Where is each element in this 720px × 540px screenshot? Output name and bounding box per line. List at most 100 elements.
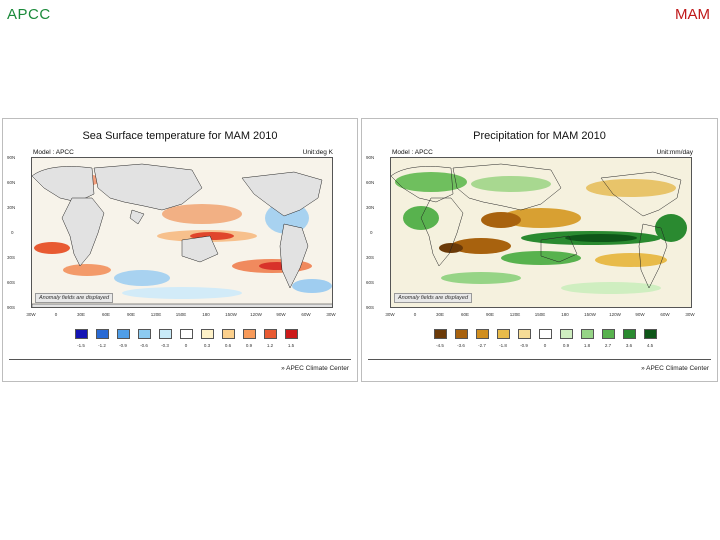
slide-right-label: MAM — [675, 6, 710, 23]
lon-label: 120W — [250, 312, 262, 317]
legend-swatch — [434, 329, 447, 339]
lon-label: 90W — [635, 312, 645, 317]
lon-label: 30E — [76, 312, 86, 317]
precip-footer: » APEC Climate Center — [641, 365, 709, 372]
precip-anomaly-map: Anomaly fields are displayed — [390, 157, 692, 308]
sst-model-label: Model : APCC — [33, 149, 74, 156]
apcc-logo-icon: » — [281, 365, 285, 372]
lon-label: 30W — [385, 312, 395, 317]
legend-tick: -1.5 — [77, 343, 85, 348]
lat-label: 30N — [7, 205, 16, 210]
lat-label: 30N — [366, 205, 375, 210]
legend-swatch — [476, 329, 489, 339]
legend-swatch — [644, 329, 657, 339]
lon-label: 150W — [584, 312, 596, 317]
legend-tick: 4.5 — [646, 343, 654, 348]
legend-tick: -3.6 — [457, 343, 465, 348]
legend-swatch — [159, 329, 172, 339]
apcc-logo-icon: » — [641, 365, 645, 372]
legend-swatch — [602, 329, 615, 339]
precip-unit-label: Unit:mm/day — [656, 149, 693, 156]
sst-footer-divider — [9, 359, 351, 360]
legend-swatch — [222, 329, 235, 339]
legend-swatch — [560, 329, 573, 339]
lon-label: 60W — [301, 312, 311, 317]
lon-label: 150E — [175, 312, 187, 317]
legend-tick: 0.3 — [203, 343, 211, 348]
precip-longitude-axis: 30W 0 30E 60E 90E 120E 150E 180 150W 120… — [384, 312, 698, 320]
legend-swatch — [75, 329, 88, 339]
legend-tick: 0.6 — [224, 343, 232, 348]
legend-tick: -0.3 — [161, 343, 169, 348]
legend-swatch — [518, 329, 531, 339]
lat-label: 60S — [7, 280, 16, 285]
precip-model-label: Model : APCC — [392, 149, 433, 156]
lat-label: 90N — [366, 155, 375, 160]
sst-anomaly-note: Anomaly fields are displayed — [35, 293, 114, 303]
precip-anomaly-note: Anomaly fields are displayed — [394, 293, 473, 303]
lon-label: 90E — [485, 312, 495, 317]
lon-label: 0 — [54, 312, 58, 317]
legend-swatch — [243, 329, 256, 339]
legend-swatch — [623, 329, 636, 339]
lat-label: 60S — [366, 280, 375, 285]
lon-label: 30W — [26, 312, 36, 317]
precip-footer-text: APEC Climate Center — [646, 365, 709, 372]
lat-label: 30S — [366, 255, 375, 260]
legend-tick: -0.9 — [119, 343, 127, 348]
sst-title: Sea Surface temperature for MAM 2010 — [82, 130, 278, 142]
precip-color-legend: -4.5 -3.6 -2.7 -1.8 -0.9 0 0.9 1.8 2.7 3… — [362, 329, 717, 353]
lon-label: 120E — [509, 312, 521, 317]
legend-swatch — [138, 329, 151, 339]
lon-label: 180 — [202, 312, 210, 317]
sst-color-legend: -1.5 -1.2 -0.9 -0.6 -0.3 0 0.3 0.6 0.9 1… — [3, 329, 357, 353]
precip-panel: Precipitation for MAM 2010 Model : APCC … — [361, 118, 718, 382]
lon-label: 120W — [609, 312, 621, 317]
lon-label: 60E — [460, 312, 470, 317]
lon-label: 60E — [101, 312, 111, 317]
legend-tick: 1.2 — [266, 343, 274, 348]
legend-swatch — [117, 329, 130, 339]
lat-label: 90S — [7, 305, 16, 310]
sst-footer: » APEC Climate Center — [281, 365, 349, 372]
legend-swatch — [581, 329, 594, 339]
legend-swatch — [285, 329, 298, 339]
legend-tick: 3.6 — [625, 343, 633, 348]
lon-label: 90E — [126, 312, 136, 317]
sst-unit-label: Unit:deg K — [302, 149, 333, 156]
lat-label: 0 — [11, 230, 14, 235]
legend-tick: -1.8 — [499, 343, 507, 348]
legend-tick: -4.5 — [436, 343, 444, 348]
legend-tick: -1.2 — [98, 343, 106, 348]
lon-label: 30E — [435, 312, 445, 317]
lon-label: 30W — [326, 312, 336, 317]
precip-footer-divider — [368, 359, 711, 360]
lon-label: 60W — [660, 312, 670, 317]
legend-tick: 2.7 — [604, 343, 612, 348]
sst-panel: Sea Surface temperature for MAM 2010 Mod… — [2, 118, 358, 382]
legend-swatch — [96, 329, 109, 339]
lat-label: 30S — [7, 255, 16, 260]
lon-label: 90W — [276, 312, 286, 317]
legend-tick: -2.7 — [478, 343, 486, 348]
legend-tick: 0.9 — [245, 343, 253, 348]
sst-longitude-axis: 30W 0 30E 60E 90E 120E 150E 180 150W 120… — [25, 312, 339, 320]
lat-label: 90S — [366, 305, 375, 310]
legend-swatch — [180, 329, 193, 339]
precip-title: Precipitation for MAM 2010 — [473, 130, 606, 142]
legend-swatch — [264, 329, 277, 339]
lat-label: 60N — [366, 180, 375, 185]
lon-label: 120E — [150, 312, 162, 317]
lon-label: 0 — [413, 312, 417, 317]
lat-label: 60N — [7, 180, 16, 185]
legend-swatch — [201, 329, 214, 339]
legend-tick: 1.5 — [287, 343, 295, 348]
legend-swatch — [455, 329, 468, 339]
sst-footer-text: APEC Climate Center — [286, 365, 349, 372]
sst-anomaly-map: Anomaly fields are displayed — [31, 157, 333, 308]
legend-swatch — [539, 329, 552, 339]
legend-tick: 0 — [184, 343, 188, 348]
slide-left-label: APCC — [7, 6, 51, 23]
lon-label: 180 — [561, 312, 569, 317]
legend-tick: 0.9 — [562, 343, 570, 348]
